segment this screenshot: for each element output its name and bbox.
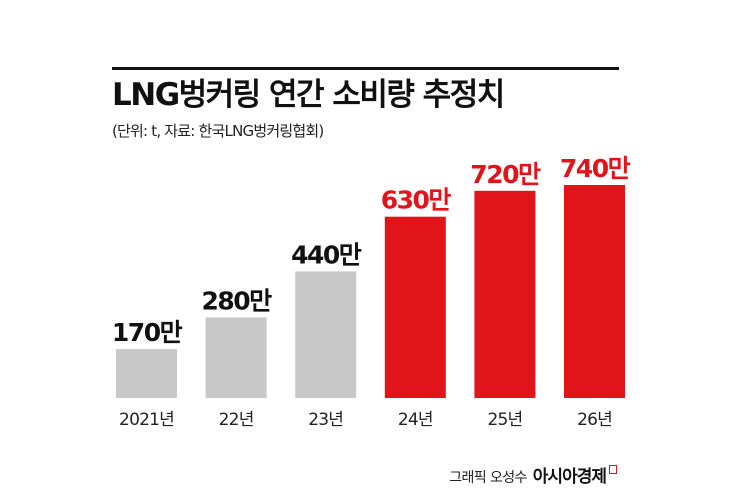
brand-logo-icon [609, 465, 617, 474]
value-label-5: 720만 [470, 160, 541, 189]
value-label-6: 740만 [560, 154, 631, 183]
bar-4 [384, 216, 446, 398]
title-rule [112, 67, 619, 70]
credit-author: 그래픽 오성수 [449, 470, 527, 486]
bar-1 [116, 349, 177, 398]
value-label-2: 280만 [202, 286, 273, 315]
category-label-5: 25년 [487, 410, 522, 430]
graphic-credit: 그래픽 오성수 아시아경제 [449, 462, 617, 487]
category-label-1: 2021년 [119, 410, 174, 430]
category-label-3: 23년 [308, 410, 343, 430]
value-label-1: 170만 [112, 318, 183, 347]
bar-3 [295, 271, 357, 398]
bar-6 [564, 185, 625, 398]
bar-2 [205, 317, 267, 398]
category-label-2: 22년 [219, 410, 254, 430]
chart-subtitle: (단위: t, 자료: 한국LNG벙커링협회) [112, 122, 324, 140]
value-label-3: 440만 [291, 240, 362, 269]
category-label-4: 24년 [398, 410, 433, 430]
credit-brand: 아시아경제 [532, 467, 607, 487]
category-label-6: 26년 [577, 410, 612, 430]
bar-5 [474, 190, 536, 398]
value-label-4: 630만 [381, 186, 452, 215]
chart-title: LNG벙커링 연간 소비량 추정치 [112, 77, 505, 113]
